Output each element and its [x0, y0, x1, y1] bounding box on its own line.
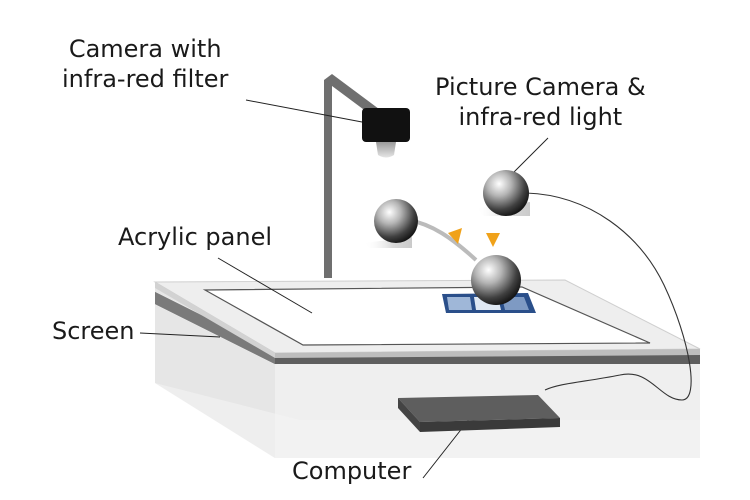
camera-ir-label-line1: Camera with	[68, 35, 222, 63]
picture-camera-label: Picture Camera & infra-red light	[435, 72, 646, 132]
camera-stand	[324, 74, 383, 278]
center-ball-icon	[471, 255, 521, 305]
ir-camera-icon	[362, 108, 410, 158]
arrow-icons	[448, 228, 500, 247]
picture-camera-ball-icon	[483, 170, 529, 216]
screen-label-text: Screen	[52, 317, 135, 345]
left-ball-icon	[374, 199, 418, 243]
camera-ir-label: Camera with infra-red filter	[62, 34, 228, 94]
left-arrow-icon	[448, 228, 462, 244]
picture-camera-label-line2: infra-red light	[458, 103, 623, 131]
acrylic-panel	[153, 279, 701, 358]
picture-camera-label-line1: Picture Camera &	[435, 73, 646, 101]
computer-label-text: Computer	[292, 457, 412, 485]
motion-curve	[407, 218, 478, 262]
camera-ir-label-line2: infra-red filter	[62, 65, 229, 93]
computer-icon	[398, 395, 560, 432]
computer-label: Computer	[292, 456, 411, 486]
display-area	[202, 286, 651, 346]
acrylic-panel-label-text: Acrylic panel	[118, 223, 273, 251]
cable	[525, 192, 692, 401]
acrylic-panel-label: Acrylic panel	[118, 222, 272, 252]
screen-layer	[155, 292, 700, 364]
screen-label: Screen	[52, 316, 135, 346]
down-arrow-icon	[486, 233, 500, 247]
